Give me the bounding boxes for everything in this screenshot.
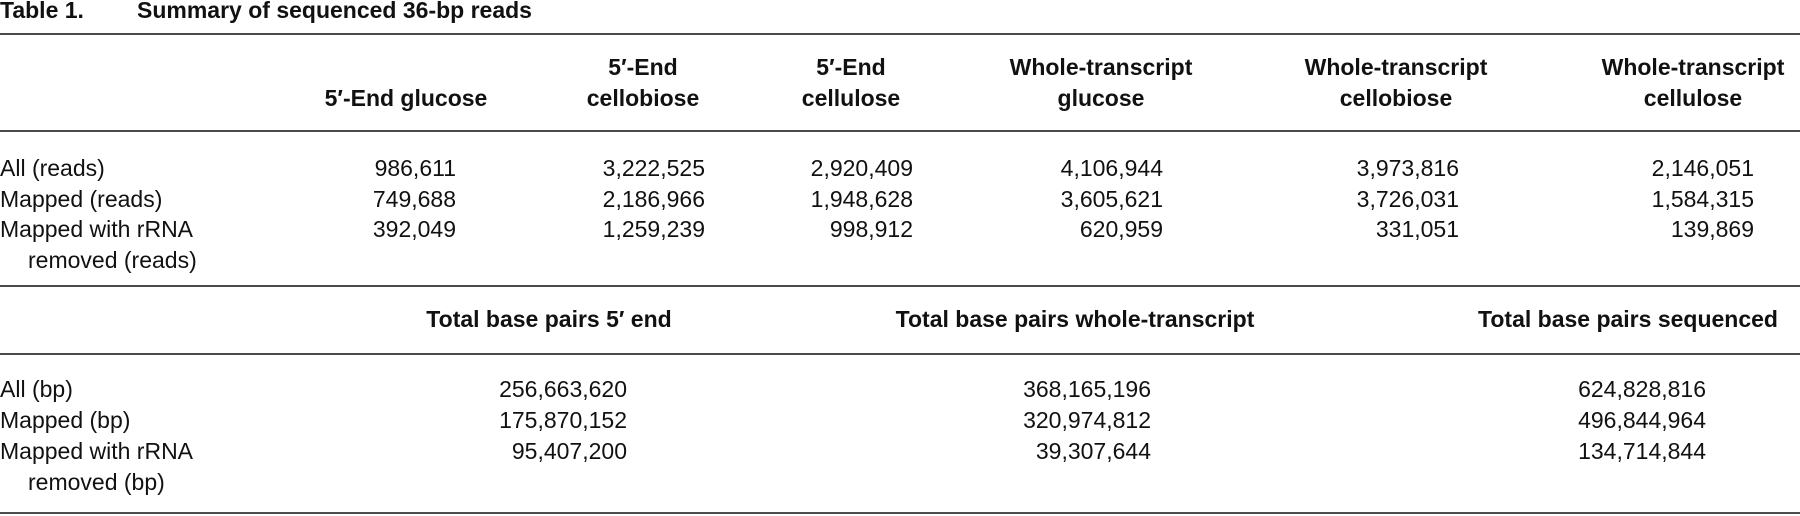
row-label: Mapped (reads): [0, 186, 162, 212]
column-header: glucose: [1058, 85, 1145, 111]
table-label: Table 1.: [0, 0, 84, 23]
column-header: 5′-End glucose: [325, 85, 488, 111]
cell: 620,959: [1080, 216, 1163, 242]
column-header: Whole-transcript: [1010, 54, 1193, 80]
column-header: cellulose: [1644, 85, 1742, 111]
cell: 4,106,944: [1061, 155, 1164, 181]
column-header: Total base pairs sequenced: [1478, 306, 1778, 332]
cell: 256,663,620: [499, 376, 627, 402]
cell: 496,844,964: [1578, 407, 1706, 433]
column-header: Whole-transcript: [1305, 54, 1488, 80]
column-header: Total base pairs whole-transcript: [896, 306, 1255, 332]
cell: 175,870,152: [499, 407, 627, 433]
cell: 392,049: [373, 216, 456, 242]
row-label: Mapped with rRNA: [0, 216, 194, 242]
cell: 139,869: [1671, 216, 1754, 242]
row-label: All (bp): [0, 376, 73, 402]
column-header: cellulose: [802, 85, 900, 111]
column-header: cellobiose: [587, 85, 699, 111]
cell: 1,948,628: [811, 186, 913, 212]
cell: 95,407,200: [512, 438, 627, 464]
cell: 1,584,315: [1652, 186, 1754, 212]
cell: 624,828,816: [1578, 376, 1706, 402]
row-label: All (reads): [0, 155, 105, 181]
cell: 3,973,816: [1357, 155, 1459, 181]
column-header: 5′-End: [816, 54, 885, 80]
cell: 134,714,844: [1578, 438, 1706, 464]
cell: 368,165,196: [1023, 376, 1151, 402]
cell: 2,146,051: [1652, 155, 1754, 181]
cell: 2,920,409: [811, 155, 913, 181]
column-header: Total base pairs 5′ end: [426, 306, 671, 332]
row-label: removed (reads): [28, 247, 197, 273]
row-label: removed (bp): [28, 469, 165, 495]
cell: 3,222,525: [603, 155, 705, 181]
cell: 3,605,621: [1061, 186, 1163, 212]
cell: 749,688: [373, 186, 456, 212]
cell: 998,912: [830, 216, 913, 242]
cell: 3,726,031: [1357, 186, 1459, 212]
cell: 331,051: [1376, 216, 1459, 242]
column-header: cellobiose: [1340, 85, 1452, 111]
cell: 1,259,239: [603, 216, 705, 242]
row-label: Mapped (bp): [0, 407, 130, 433]
cell: 320,974,812: [1023, 407, 1151, 433]
row-label: Mapped with rRNA: [0, 438, 194, 464]
column-header: 5′-End: [608, 54, 677, 80]
table-title: Summary of sequenced 36-bp reads: [137, 0, 532, 23]
cell: 2,186,966: [603, 186, 705, 212]
cell: 986,611: [375, 155, 456, 181]
cell: 39,307,644: [1036, 438, 1151, 464]
column-header: Whole-transcript: [1602, 54, 1785, 80]
